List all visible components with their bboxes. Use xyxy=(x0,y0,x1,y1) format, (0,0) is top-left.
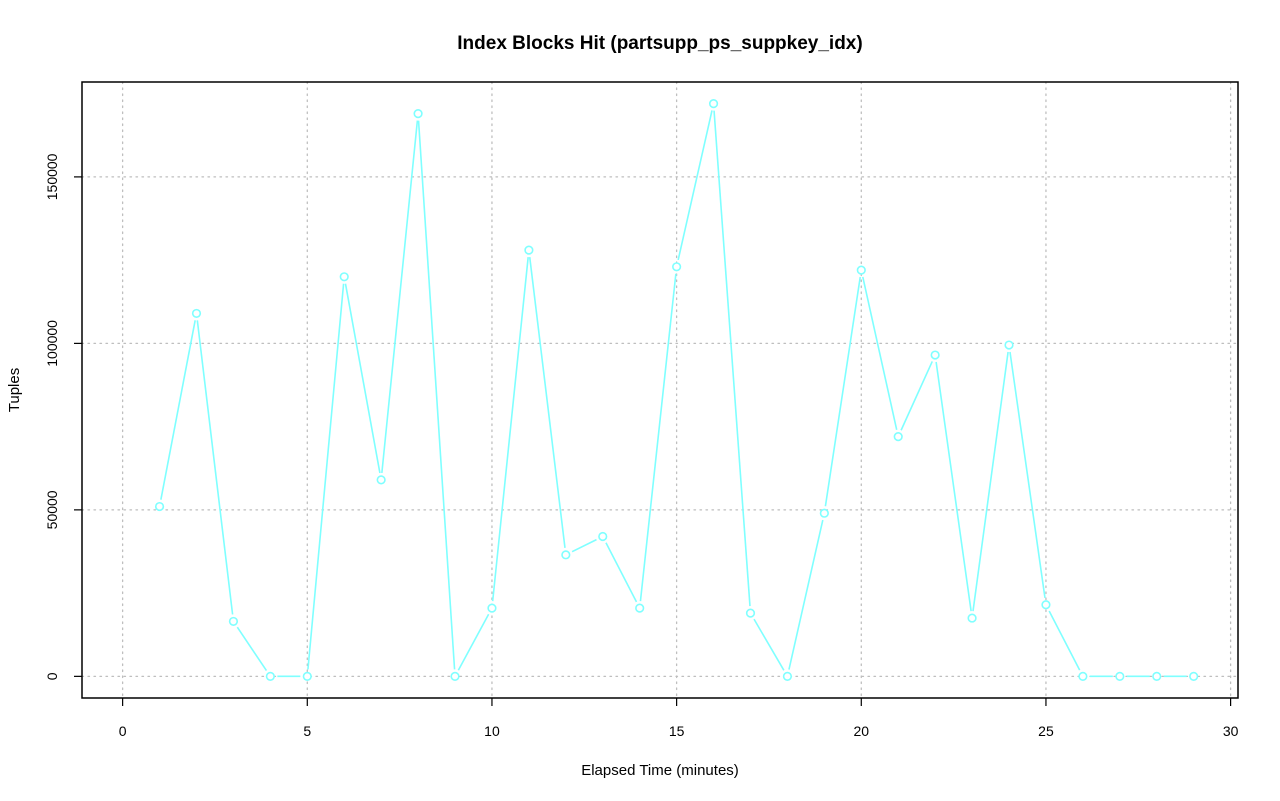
data-point xyxy=(191,308,202,319)
data-point xyxy=(524,245,534,255)
data-point xyxy=(967,613,977,623)
x-axis-label: Elapsed Time (minutes) xyxy=(581,762,739,779)
series-segment xyxy=(528,257,566,548)
series-segment xyxy=(457,613,490,671)
series-segment xyxy=(571,538,597,553)
data-point xyxy=(1004,340,1014,350)
x-tick-label: 0 xyxy=(119,723,127,739)
x-tick-label: 20 xyxy=(853,723,869,739)
data-point xyxy=(228,616,239,627)
data-point xyxy=(154,501,165,512)
series-segment xyxy=(900,361,933,431)
y-tick-label: 50000 xyxy=(44,490,60,529)
series-segment xyxy=(605,542,638,603)
data-point xyxy=(413,109,423,119)
axes: 0 5 10 15 20 25 30 0 50000 100000 150000 xyxy=(44,153,1239,739)
y-axis-label: Tuples xyxy=(6,368,23,412)
data-point xyxy=(856,265,866,275)
series xyxy=(154,99,1199,681)
series-segment xyxy=(862,276,898,430)
data-point xyxy=(487,603,497,613)
series-segment xyxy=(381,120,419,474)
series-segment xyxy=(935,361,972,612)
data-point xyxy=(376,475,386,485)
series-segment xyxy=(824,276,862,507)
series-segment xyxy=(491,257,529,602)
plot-area xyxy=(81,81,1239,699)
data-point xyxy=(893,432,903,442)
data-point xyxy=(1152,671,1162,681)
data-point xyxy=(1115,671,1125,681)
x-tick-label: 10 xyxy=(484,723,500,739)
x-tick-label: 15 xyxy=(669,723,685,739)
series-segment xyxy=(972,351,1009,612)
data-point xyxy=(1041,600,1051,610)
series-segment xyxy=(417,120,456,670)
series-segment xyxy=(160,320,196,500)
data-point xyxy=(598,531,608,542)
data-point xyxy=(672,262,682,272)
data-point xyxy=(708,99,719,109)
chart-title: Index Blocks Hit (partsupp_ps_suppkey_id… xyxy=(457,33,862,54)
grid xyxy=(81,81,1239,699)
data-point xyxy=(782,671,793,681)
data-point xyxy=(561,550,571,560)
data-point xyxy=(1078,671,1088,681)
y-tick-label: 150000 xyxy=(44,153,60,200)
data-point xyxy=(302,671,312,681)
data-point xyxy=(339,272,349,282)
data-point xyxy=(930,350,940,360)
series-segment xyxy=(753,618,785,671)
data-point xyxy=(819,508,829,518)
series-segment xyxy=(713,110,751,607)
data-point xyxy=(745,608,756,618)
series-segment xyxy=(196,320,234,615)
y-tick-label: 100000 xyxy=(44,320,60,367)
data-point xyxy=(635,603,645,613)
data-point xyxy=(265,671,275,681)
series-segment xyxy=(307,283,345,670)
series-segment xyxy=(677,110,713,261)
x-tick-label: 25 xyxy=(1038,723,1054,739)
series-segment xyxy=(1048,610,1081,671)
y-tick-label: 0 xyxy=(44,672,60,680)
x-tick-label: 5 xyxy=(303,723,311,739)
series-segment xyxy=(1009,351,1046,598)
series-segment xyxy=(344,283,381,474)
series-segment xyxy=(639,273,677,602)
series-segment xyxy=(236,626,268,671)
series-segment xyxy=(788,519,824,670)
x-tick-label: 30 xyxy=(1223,723,1239,739)
data-point xyxy=(450,671,460,681)
data-point xyxy=(1189,671,1199,681)
